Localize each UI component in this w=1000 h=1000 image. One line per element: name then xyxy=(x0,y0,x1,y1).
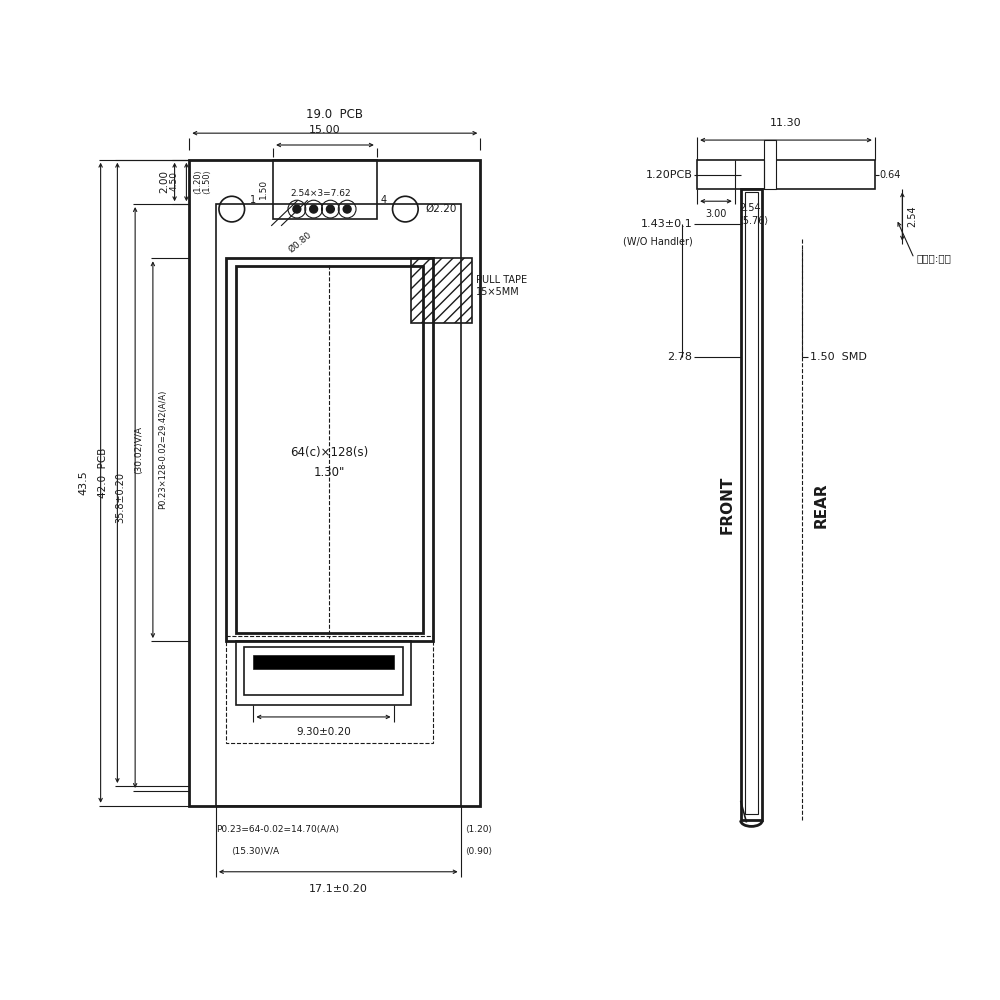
Circle shape xyxy=(293,205,301,213)
Circle shape xyxy=(310,205,318,213)
Text: FRONT: FRONT xyxy=(719,476,734,534)
Text: P0.23=64-0.02=14.70(A/A): P0.23=64-0.02=14.70(A/A) xyxy=(216,825,339,834)
Text: 1: 1 xyxy=(250,195,257,205)
Text: 3.00: 3.00 xyxy=(705,209,727,219)
Bar xyxy=(741,189,762,820)
Text: ⟨15.30⟩V/A: ⟨15.30⟩V/A xyxy=(231,847,279,856)
Text: Ø2.20: Ø2.20 xyxy=(425,204,456,214)
Bar xyxy=(236,641,411,705)
Text: 1.50  SMD: 1.50 SMD xyxy=(810,352,867,362)
Text: 19.0  PCB: 19.0 PCB xyxy=(306,108,363,121)
Text: 1.20PCB: 1.20PCB xyxy=(645,170,692,180)
Text: 15.00: 15.00 xyxy=(309,125,341,135)
Circle shape xyxy=(343,205,351,213)
Text: ⟨1.50⟩: ⟨1.50⟩ xyxy=(203,169,212,194)
Text: ⟨1.20⟩: ⟨1.20⟩ xyxy=(193,169,202,194)
Text: P0.23×128-0.02=29.42(A/A): P0.23×128-0.02=29.42(A/A) xyxy=(158,390,167,509)
Text: ⟨5.76⟩: ⟨5.76⟩ xyxy=(740,216,769,226)
Text: 0.64: 0.64 xyxy=(880,170,901,180)
Text: (W/O Handler): (W/O Handler) xyxy=(623,237,692,247)
Bar xyxy=(411,258,472,322)
Text: 1.50: 1.50 xyxy=(259,179,268,199)
Text: 11.30: 11.30 xyxy=(770,118,802,128)
Bar xyxy=(236,266,423,633)
Text: 42.0  PCB: 42.0 PCB xyxy=(98,448,108,498)
Text: 2.54×3=7.62: 2.54×3=7.62 xyxy=(290,189,351,198)
Bar xyxy=(226,258,433,641)
Bar xyxy=(189,160,480,806)
Text: 17.1±0.20: 17.1±0.20 xyxy=(309,884,368,894)
Text: 2.78: 2.78 xyxy=(667,352,692,362)
Bar xyxy=(273,160,377,219)
Text: Ø0.80: Ø0.80 xyxy=(287,230,314,254)
Text: ⟨0.90⟩: ⟨0.90⟩ xyxy=(465,847,493,856)
Text: REAR: REAR xyxy=(814,482,829,528)
Bar xyxy=(764,140,776,189)
Text: 4: 4 xyxy=(381,195,387,205)
Bar xyxy=(253,655,394,669)
Text: ⟨30.02⟩V/A: ⟨30.02⟩V/A xyxy=(134,426,143,474)
Text: 2.00: 2.00 xyxy=(160,170,170,193)
Text: 64(c)×128(s): 64(c)×128(s) xyxy=(290,446,369,459)
Text: 2.54: 2.54 xyxy=(907,205,917,227)
Text: ⟨1.20⟩: ⟨1.20⟩ xyxy=(465,825,492,834)
Bar xyxy=(226,636,433,743)
Bar xyxy=(745,192,758,814)
Text: 1.30": 1.30" xyxy=(314,466,345,479)
Bar xyxy=(697,160,875,189)
Circle shape xyxy=(326,205,334,213)
Text: 1.43±0.1: 1.43±0.1 xyxy=(641,219,692,229)
Text: 标准件:排针: 标准件:排针 xyxy=(916,253,951,263)
Text: 9.30±0.20: 9.30±0.20 xyxy=(296,727,351,737)
Text: 43.5: 43.5 xyxy=(79,470,89,495)
Text: PULL TAPE
15×5MM: PULL TAPE 15×5MM xyxy=(476,275,527,297)
Text: 35.8±0.20: 35.8±0.20 xyxy=(115,472,125,523)
Bar xyxy=(216,204,461,806)
Bar xyxy=(244,647,403,695)
Text: 4.50: 4.50 xyxy=(170,171,179,191)
Text: 2.54: 2.54 xyxy=(740,203,761,213)
